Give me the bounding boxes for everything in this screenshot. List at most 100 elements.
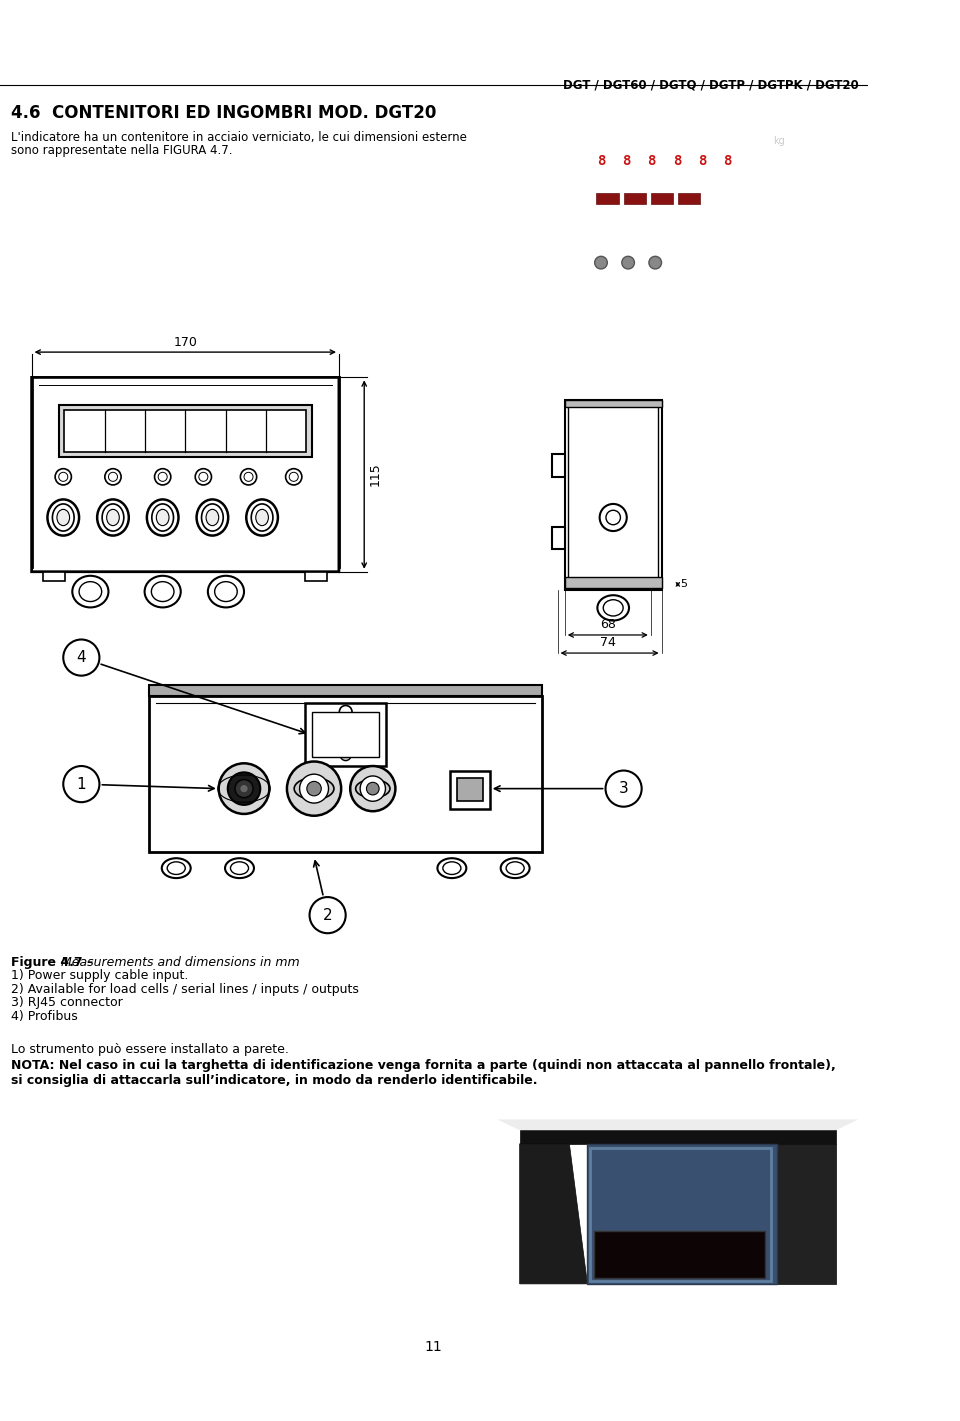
Text: Figure 4.7 –: Figure 4.7 – — [11, 956, 97, 969]
Ellipse shape — [230, 861, 249, 874]
Circle shape — [199, 472, 208, 482]
Circle shape — [600, 504, 627, 531]
Circle shape — [309, 897, 346, 934]
Bar — [64, 409, 306, 452]
Polygon shape — [588, 1144, 778, 1285]
Circle shape — [367, 783, 379, 794]
Text: 2) Available for load cells / serial lines / inputs / outputs: 2) Available for load cells / serial lin… — [11, 983, 359, 996]
Bar — [596, 193, 619, 203]
Text: 74: 74 — [600, 637, 615, 649]
Bar — [552, 455, 564, 477]
Ellipse shape — [252, 504, 273, 531]
Bar — [305, 571, 327, 581]
Circle shape — [105, 469, 121, 485]
Bar — [590, 1148, 771, 1282]
Text: 8: 8 — [723, 155, 732, 169]
Ellipse shape — [597, 595, 629, 621]
Text: 170: 170 — [174, 337, 197, 350]
Ellipse shape — [501, 858, 530, 878]
Text: TARE: TARE — [629, 219, 645, 225]
Circle shape — [340, 705, 352, 718]
Ellipse shape — [355, 780, 390, 797]
Bar — [450, 770, 490, 809]
Text: 8: 8 — [647, 155, 656, 169]
Ellipse shape — [53, 504, 74, 531]
Ellipse shape — [255, 509, 269, 526]
Ellipse shape — [102, 504, 124, 531]
Circle shape — [360, 776, 386, 801]
Bar — [149, 695, 542, 851]
Ellipse shape — [156, 509, 169, 526]
Polygon shape — [778, 1144, 836, 1285]
Bar — [457, 777, 483, 801]
Circle shape — [289, 472, 299, 482]
Ellipse shape — [145, 576, 180, 607]
Circle shape — [307, 782, 322, 796]
Bar — [43, 571, 65, 581]
Text: 11: 11 — [425, 1340, 443, 1354]
Ellipse shape — [152, 581, 174, 601]
Circle shape — [649, 256, 661, 269]
Circle shape — [606, 770, 641, 807]
Ellipse shape — [197, 499, 228, 536]
Bar — [624, 193, 646, 203]
Ellipse shape — [225, 858, 254, 878]
Text: DGT / DGT60 / DGTQ / DGTP / DGTPK / DGT20: DGT / DGT60 / DGTQ / DGTP / DGTPK / DGT2… — [563, 78, 858, 91]
Text: 5: 5 — [681, 580, 687, 590]
Circle shape — [340, 750, 351, 760]
Bar — [564, 399, 661, 408]
Text: 115: 115 — [369, 463, 382, 486]
Text: 1) Power supply cable input.: 1) Power supply cable input. — [11, 969, 188, 982]
Text: Measurements and dimensions in mm: Measurements and dimensions in mm — [60, 956, 300, 969]
Circle shape — [158, 472, 167, 482]
Circle shape — [155, 469, 171, 485]
Ellipse shape — [202, 504, 224, 531]
Bar — [564, 399, 661, 590]
Bar — [564, 577, 661, 588]
Ellipse shape — [167, 861, 185, 874]
Circle shape — [228, 773, 260, 804]
Text: sono rappresentate nella FIGURA 4.7.: sono rappresentate nella FIGURA 4.7. — [11, 145, 232, 158]
Circle shape — [606, 510, 620, 524]
Text: 8: 8 — [698, 155, 707, 169]
Circle shape — [622, 256, 635, 269]
Ellipse shape — [603, 600, 623, 615]
Text: NOTA: Nel caso in cui la targhetta di identificazione venga fornita a parte (qui: NOTA: Nel caso in cui la targhetta di id… — [11, 1059, 835, 1071]
Text: 1: 1 — [77, 777, 86, 791]
Ellipse shape — [215, 581, 237, 601]
Circle shape — [108, 472, 117, 482]
Circle shape — [285, 469, 301, 485]
Polygon shape — [519, 1130, 836, 1144]
Text: L'indicatore ha un contenitore in acciaio verniciato, le cui dimensioni esterne: L'indicatore ha un contenitore in acciai… — [11, 131, 467, 144]
Circle shape — [55, 469, 71, 485]
Bar — [312, 712, 379, 757]
Text: 3: 3 — [618, 782, 629, 796]
Text: 8: 8 — [622, 155, 631, 169]
Text: 4) Profibus: 4) Profibus — [11, 1010, 78, 1023]
Text: si consiglia di attaccarla sull’indicatore, in modo da renderlo identificabile.: si consiglia di attaccarla sull’indicato… — [11, 1074, 538, 1087]
Ellipse shape — [506, 861, 524, 874]
Ellipse shape — [438, 858, 467, 878]
Circle shape — [219, 763, 270, 814]
Ellipse shape — [247, 499, 277, 536]
Ellipse shape — [107, 509, 119, 526]
Circle shape — [235, 780, 253, 797]
Circle shape — [594, 256, 608, 269]
Circle shape — [240, 469, 256, 485]
Bar — [59, 405, 312, 458]
Text: 8: 8 — [597, 155, 605, 169]
Ellipse shape — [79, 581, 102, 601]
Ellipse shape — [72, 576, 108, 607]
Text: kg: kg — [773, 136, 784, 146]
Ellipse shape — [57, 509, 69, 526]
Polygon shape — [519, 1144, 588, 1285]
Ellipse shape — [206, 509, 219, 526]
Circle shape — [63, 639, 100, 675]
Circle shape — [59, 472, 68, 482]
Text: 2: 2 — [323, 908, 332, 922]
Polygon shape — [497, 1120, 858, 1130]
Text: ZERO: ZERO — [592, 219, 610, 225]
Circle shape — [195, 469, 211, 485]
Text: Lo strumento può essere installato a parete.: Lo strumento può essere installato a par… — [11, 1043, 289, 1056]
Ellipse shape — [97, 499, 129, 536]
